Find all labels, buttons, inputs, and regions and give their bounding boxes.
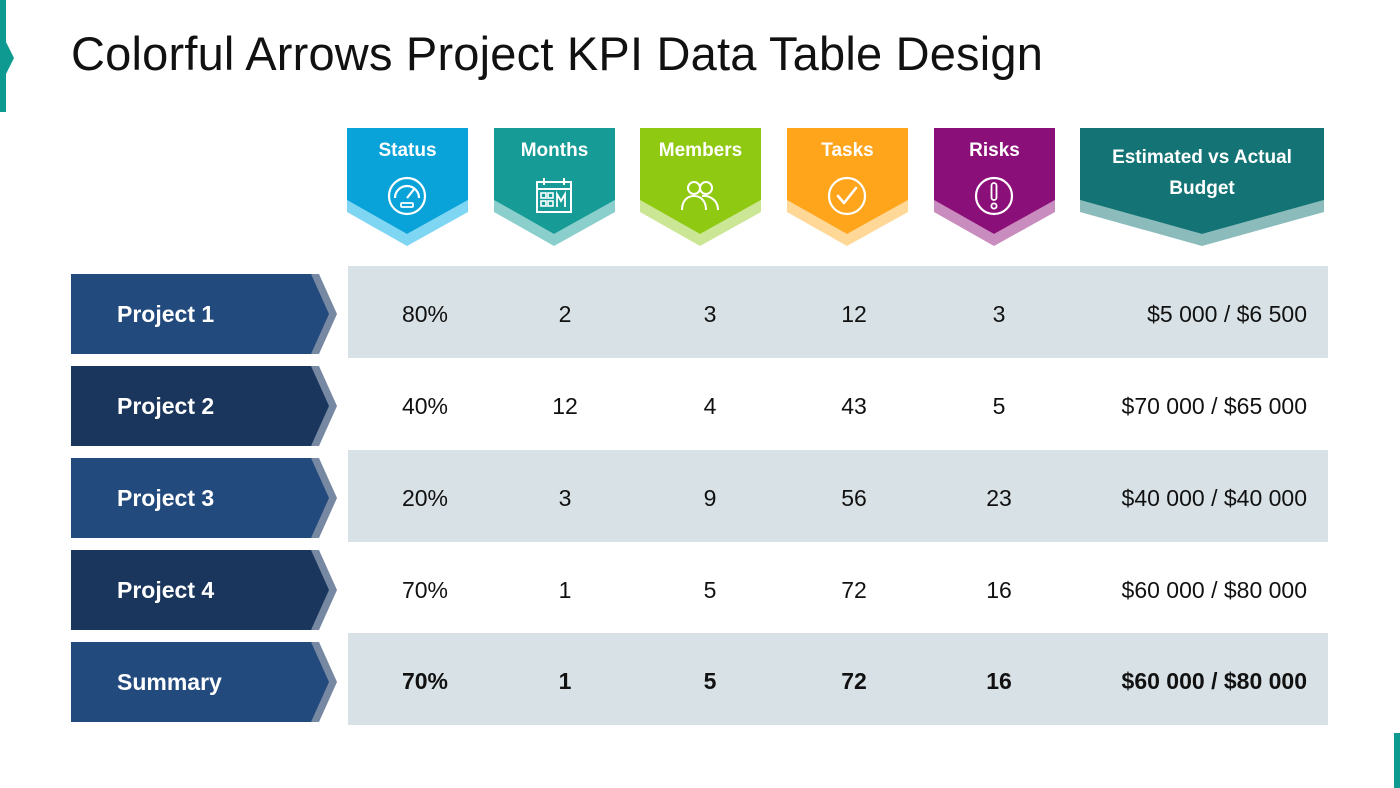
cell-risks: 16 bbox=[986, 668, 1012, 694]
row-band-5 bbox=[348, 633, 1328, 725]
column-label-budget: Estimated vs Actual Budget bbox=[1112, 147, 1292, 199]
cell-status: 70% bbox=[401, 577, 449, 603]
column-label-risks: Risks bbox=[969, 140, 1020, 161]
row-label-summary: Summary bbox=[71, 642, 337, 722]
accent-bar-left bbox=[0, 0, 6, 112]
cell-risks: 23 bbox=[986, 485, 1012, 511]
cell-months: 1 bbox=[558, 668, 572, 694]
row-label-project-3: Project 3 bbox=[71, 458, 337, 538]
cell-status: 70% bbox=[401, 668, 449, 694]
cell-risks: 16 bbox=[986, 577, 1012, 603]
cell-tasks: 12 bbox=[841, 301, 867, 327]
cell-months: 3 bbox=[558, 485, 572, 511]
cell-status: 80% bbox=[401, 301, 449, 327]
cell-budget: $5 000 / $6 500 bbox=[1147, 301, 1307, 327]
cell-status: 40% bbox=[401, 393, 449, 419]
column-header-members: Members bbox=[640, 128, 761, 248]
row-name: Summary bbox=[117, 669, 222, 695]
row-label-project-1: Project 1 bbox=[71, 274, 337, 354]
check-circle-icon bbox=[827, 176, 867, 216]
column-label-status: Status bbox=[378, 140, 437, 161]
column-label-tasks: Tasks bbox=[821, 140, 874, 161]
gauge-icon bbox=[387, 176, 427, 216]
column-label-members: Members bbox=[658, 140, 743, 161]
cell-tasks: 43 bbox=[841, 393, 867, 419]
cell-tasks: 72 bbox=[841, 577, 867, 603]
cell-months: 2 bbox=[558, 301, 572, 327]
cell-budget: $40 000 / $40 000 bbox=[1121, 485, 1307, 511]
cell-members: 5 bbox=[703, 668, 717, 694]
cell-risks: 5 bbox=[992, 393, 1006, 419]
cell-months: 12 bbox=[552, 393, 578, 419]
accent-bar-right bbox=[1394, 733, 1400, 788]
cell-status: 20% bbox=[401, 485, 449, 511]
cell-tasks: 72 bbox=[841, 668, 867, 694]
row-name: Project 4 bbox=[117, 577, 215, 603]
cell-members: 5 bbox=[703, 577, 717, 603]
column-header-budget: Estimated vs Actual Budget bbox=[1080, 128, 1324, 248]
accent-notch-left bbox=[6, 42, 14, 74]
page-title: Colorful Arrows Project KPI Data Table D… bbox=[71, 27, 1044, 80]
cell-tasks: 56 bbox=[841, 485, 867, 511]
alert-icon bbox=[974, 176, 1014, 216]
column-header-tasks: Tasks bbox=[787, 128, 908, 248]
row-name: Project 3 bbox=[117, 485, 215, 511]
cell-months: 1 bbox=[558, 577, 572, 603]
cell-members: 3 bbox=[703, 301, 717, 327]
cell-risks: 3 bbox=[992, 301, 1006, 327]
calendar-icon bbox=[536, 178, 572, 213]
cell-budget: $60 000 / $80 000 bbox=[1121, 668, 1307, 694]
column-header-risks: Risks bbox=[934, 128, 1055, 248]
row-band-1 bbox=[348, 266, 1328, 358]
row-label-project-2: Project 2 bbox=[71, 366, 337, 446]
cell-budget: $60 000 / $80 000 bbox=[1121, 577, 1307, 603]
cell-budget: $70 000 / $65 000 bbox=[1121, 393, 1307, 419]
column-header-months: Months bbox=[494, 128, 615, 248]
row-band-3 bbox=[348, 450, 1328, 542]
row-label-project-4: Project 4 bbox=[71, 550, 337, 630]
column-label-months: Months bbox=[520, 140, 589, 161]
column-header-status: Status bbox=[347, 128, 468, 248]
users-icon bbox=[681, 181, 719, 211]
cell-members: 4 bbox=[703, 393, 717, 419]
row-name: Project 2 bbox=[117, 393, 215, 419]
cell-members: 9 bbox=[703, 485, 717, 511]
row-name: Project 1 bbox=[117, 301, 215, 327]
